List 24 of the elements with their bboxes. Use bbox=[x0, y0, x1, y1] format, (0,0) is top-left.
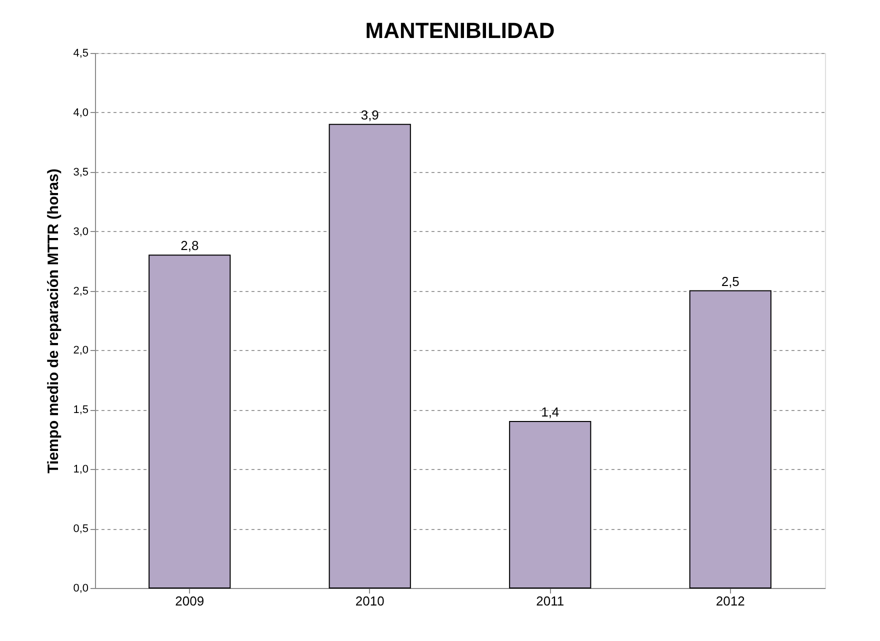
bar bbox=[148, 254, 231, 588]
x-tick-label: 2010 bbox=[355, 594, 384, 608]
y-tick-label: 3,0 bbox=[73, 226, 88, 238]
data-label: 2,8 bbox=[180, 238, 199, 254]
y-tick-label: 1,0 bbox=[73, 464, 88, 476]
bar bbox=[328, 124, 411, 588]
y-tick-label: 1,5 bbox=[73, 404, 88, 416]
y-tick-label: 4,5 bbox=[73, 48, 88, 60]
y-tick-label: 2,5 bbox=[73, 285, 88, 298]
y-tick-label: 4,0 bbox=[73, 106, 88, 119]
bar bbox=[509, 421, 592, 588]
x-tick-label: 2009 bbox=[175, 594, 204, 608]
y-tick-label: 0,5 bbox=[73, 523, 88, 536]
data-label: 2,5 bbox=[721, 274, 740, 289]
y-axis-title: Tiempo medio de reparación MTTR (horas) bbox=[45, 168, 62, 474]
data-label: 3,9 bbox=[360, 107, 379, 122]
y-tick-label: 0,0 bbox=[73, 582, 88, 594]
chart-title: MANTENIBILIDAD bbox=[365, 18, 555, 43]
x-tick-label: 2012 bbox=[716, 594, 745, 608]
bar bbox=[689, 290, 772, 588]
x-tick-label: 2011 bbox=[536, 594, 564, 608]
data-label: 1,4 bbox=[541, 404, 560, 420]
y-tick-label: 3,5 bbox=[73, 166, 88, 178]
y-tick-label: 2,0 bbox=[73, 344, 88, 357]
